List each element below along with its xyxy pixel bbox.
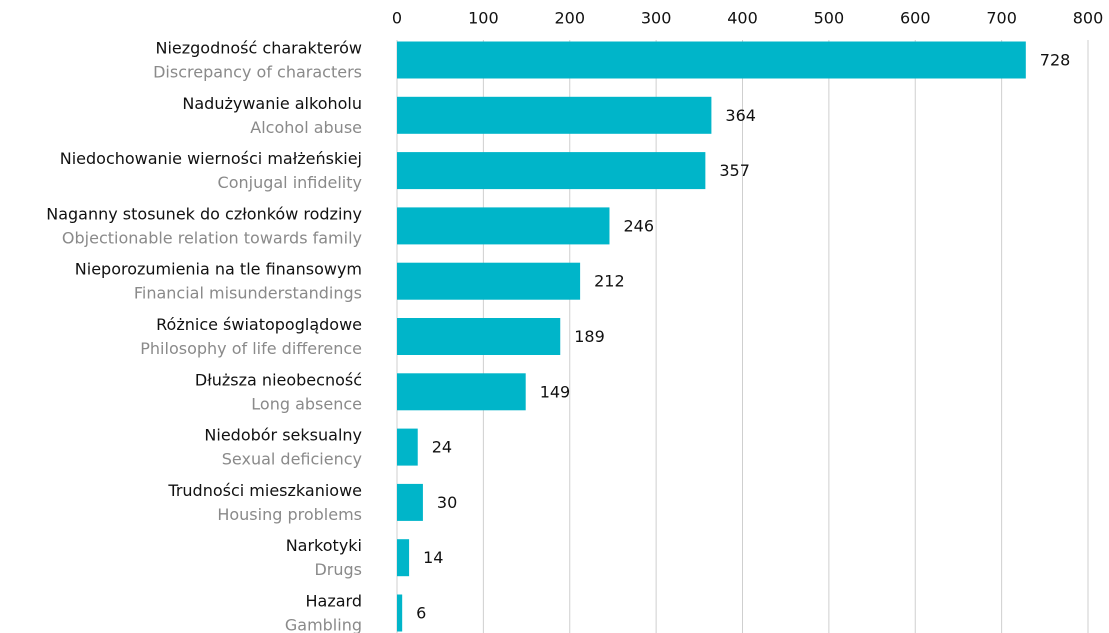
value-label: 6: [416, 604, 426, 623]
category-label: Dłuższa nieobecność: [195, 370, 362, 389]
category-label: Różnice światopoglądowe: [156, 315, 362, 334]
value-label: 728: [1040, 51, 1071, 70]
category-label: Narkotyki: [286, 536, 362, 555]
category-label-en: Gambling: [285, 616, 362, 633]
value-label: 30: [437, 493, 457, 512]
category-label-en: Housing problems: [217, 505, 362, 524]
category-label-en: Drugs: [314, 560, 362, 579]
x-tick-label: 200: [554, 9, 585, 28]
value-label: 246: [623, 216, 654, 235]
x-tick-label: 700: [986, 9, 1017, 28]
value-label: 24: [432, 438, 452, 457]
category-label-en: Conjugal infidelity: [218, 173, 362, 192]
x-tick-label: 800: [1073, 9, 1104, 28]
category-label: Trudności mieszkaniowe: [167, 481, 362, 500]
x-tick-label: 600: [900, 9, 931, 28]
bar: [397, 96, 712, 134]
bar: [397, 152, 706, 190]
value-label: 189: [574, 327, 605, 346]
category-label-en: Long absence: [251, 394, 362, 413]
category-label: Nadużywanie alkoholu: [182, 94, 362, 113]
category-label-en: Philosophy of life difference: [140, 339, 362, 358]
x-tick-label: 300: [641, 9, 672, 28]
category-label-en: Objectionable relation towards family: [62, 228, 362, 247]
bar: [397, 539, 410, 577]
x-tick-label: 100: [468, 9, 499, 28]
x-tick-label: 500: [814, 9, 845, 28]
category-label: Niedochowanie wierności małżeńskiej: [60, 149, 362, 168]
category-label: Niezgodność charakterów: [155, 39, 362, 58]
category-label: Nieporozumienia na tle finansowym: [75, 260, 362, 279]
bar: [397, 373, 526, 411]
bar: [397, 262, 581, 300]
value-label: 364: [725, 106, 756, 125]
category-label: Hazard: [306, 592, 363, 611]
category-label-en: Sexual deficiency: [222, 450, 362, 469]
bar: [397, 318, 561, 355]
category-label-en: Discrepancy of characters: [153, 63, 362, 82]
bar: [397, 207, 610, 245]
x-tick-label: 0: [392, 9, 402, 28]
bar: [397, 41, 1026, 79]
category-label: Naganny stosunek do członków rodziny: [46, 204, 362, 223]
value-label: 14: [423, 548, 443, 567]
value-label: 149: [540, 382, 571, 401]
value-label: 357: [719, 161, 750, 180]
x-tick-label: 400: [727, 9, 758, 28]
bar: [397, 428, 418, 466]
bar: [397, 594, 403, 632]
category-label-en: Financial misunderstandings: [134, 284, 362, 303]
value-label: 212: [594, 272, 625, 291]
category-label-en: Alcohol abuse: [250, 118, 362, 137]
bar: [397, 483, 423, 521]
category-label: Niedobór seksualny: [204, 426, 362, 445]
